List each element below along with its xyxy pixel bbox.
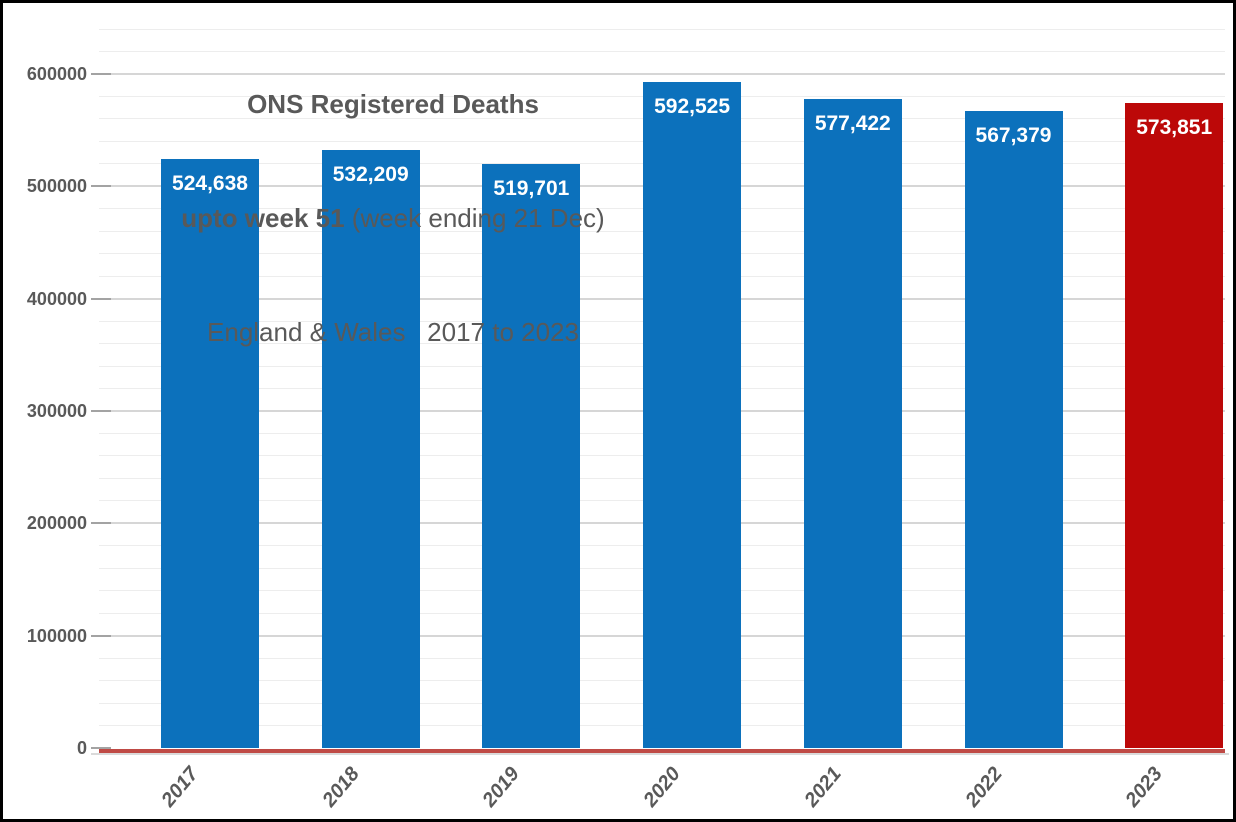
bar-value-label: 567,379 [975, 123, 1052, 147]
bar-2018[interactable]: 532,209 [321, 150, 420, 748]
y-axis-tick [91, 634, 111, 637]
x-axis-line [91, 753, 1229, 755]
x-axis-label-2017: 2017 [157, 763, 203, 812]
x-axis-label-2023: 2023 [1121, 763, 1168, 812]
y-axis-tick [91, 297, 111, 300]
chart-title: ONS Registered Deaths upto week 51 (week… [13, 9, 773, 427]
x-axis-label-2019: 2019 [478, 763, 525, 812]
plot-area: 524,638 532,209 519,701 592,525 577,422 567,3… [99, 28, 1225, 748]
y-axis-tick [91, 409, 111, 412]
y-axis-tick [91, 72, 111, 75]
y-axis-label: 600000 [26, 63, 87, 84]
bar-2021[interactable]: 577,422 [803, 99, 902, 748]
chart-title-line2: upto week 51 (week ending 21 Dec) [13, 199, 773, 237]
x-axis-label-2022: 2022 [960, 763, 1007, 812]
y-axis-label: 500000 [26, 176, 87, 197]
y-axis-tick [91, 185, 111, 188]
chart-title-line2-bold: upto week 51 [181, 203, 345, 233]
bar-2022[interactable]: 567,379 [964, 110, 1063, 748]
gridline-minor [99, 28, 1225, 30]
chart-title-line2-rest: (week ending 21 Dec) [344, 203, 605, 233]
chart-stage: 524,638 532,209 519,701 592,525 577,422 567,3… [3, 3, 1233, 819]
y-axis-label: 200000 [26, 513, 87, 534]
baseline-series-line [99, 749, 1225, 753]
x-axis-label-2020: 2020 [639, 763, 685, 812]
bar-2017[interactable]: 524,638 [161, 158, 259, 748]
y-axis-label: 0 [76, 738, 87, 758]
bar-2019[interactable]: 519,701 [482, 164, 581, 748]
x-axis-label-2018: 2018 [318, 763, 364, 812]
chart-title-line1: ONS Registered Deaths [13, 85, 773, 123]
y-axis-label: 400000 [26, 288, 87, 309]
x-axis-label-2021: 2021 [800, 763, 846, 812]
bar-value-label: 532,209 [332, 163, 409, 187]
bar-value-label: 519,701 [493, 177, 570, 201]
bar-2020[interactable]: 592,525 [643, 82, 742, 748]
bar-value-label: 524,638 [172, 171, 248, 195]
chart-title-line3-text: England & Wales 2017 to 2023 [207, 317, 579, 347]
y-axis-label: 300000 [26, 400, 87, 421]
y-axis-tick [91, 747, 111, 749]
y-axis-tick [91, 522, 111, 525]
gridline-minor [99, 50, 1225, 52]
y-axis-label: 100000 [26, 625, 87, 646]
chart-title-line1-text: ONS Registered Deaths [247, 89, 539, 119]
chart-title-line3: England & Wales 2017 to 2023 [13, 313, 773, 351]
bar-value-label: 577,422 [814, 112, 891, 136]
bar-2023[interactable]: 573,851 [1125, 103, 1224, 748]
gridline-major [99, 72, 1225, 75]
bar-value-label: 573,851 [1136, 116, 1213, 140]
bar-value-label: 592,525 [654, 95, 731, 119]
